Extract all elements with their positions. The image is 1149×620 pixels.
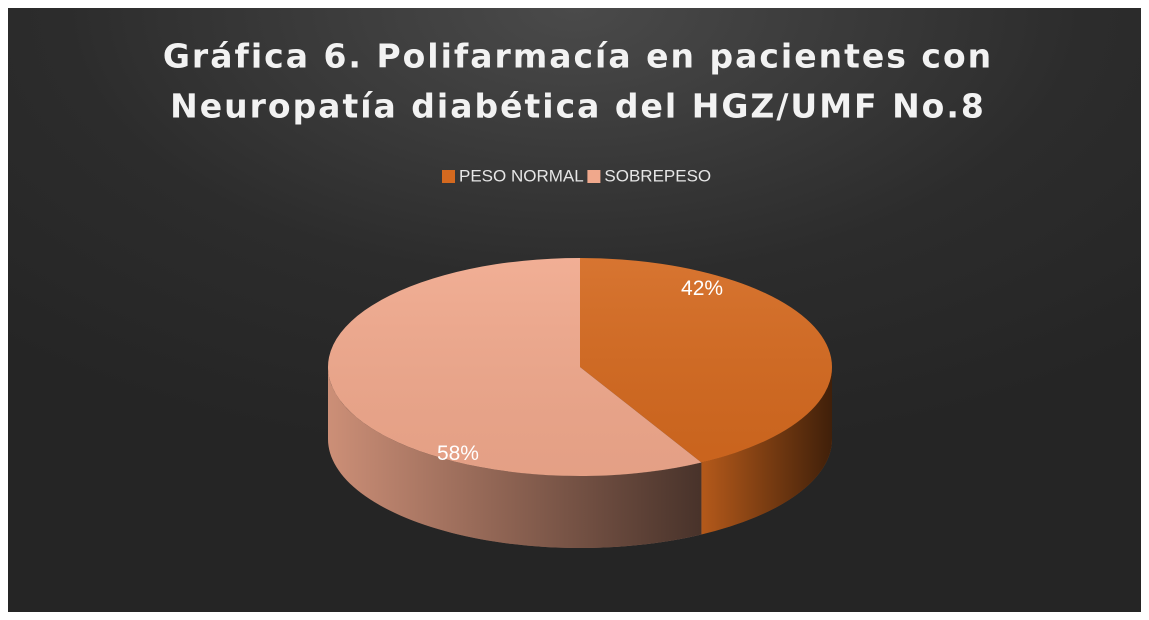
legend-label: PESO NORMAL [459,166,584,185]
pie-slice-shade [328,258,702,476]
chart-title: Gráfica 6. Polifarmacía en pacientes con [163,37,993,76]
pie-side-shade [328,367,702,549]
data-label: 42% [681,277,723,300]
legend-label: SOBREPESO [604,166,711,185]
pie-slice-shade [580,258,832,463]
chart-title: Neuropatía diabética del HGZ/UMF No.8 [170,87,986,126]
legend-swatch [442,170,455,183]
pie-side-shade [701,367,832,535]
legend-swatch [587,170,601,183]
data-label: 58% [437,442,479,465]
